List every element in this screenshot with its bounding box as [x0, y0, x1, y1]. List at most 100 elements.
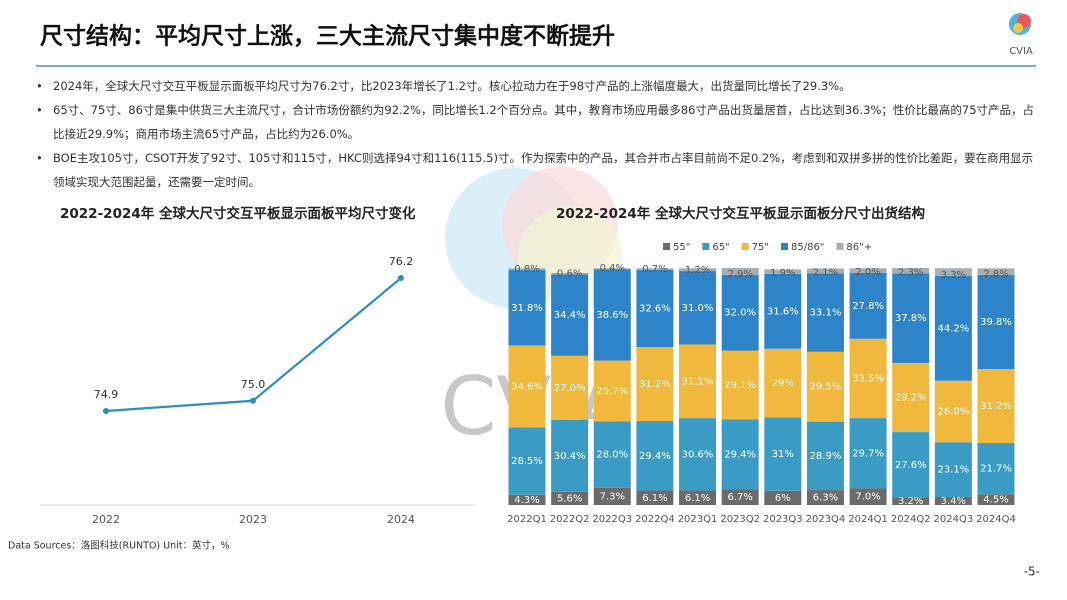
data-label: 32.6% [639, 303, 671, 314]
bar-segment [593, 360, 631, 422]
bullet: BOE主攻105寸，CSOT开发了92寸、105寸和115寸，HKC则选择94寸… [36, 146, 1036, 194]
bullet: 65寸、75寸、86寸是集中供货三大主流尺寸，合计市场份额约为92.2%，同比增… [36, 98, 1036, 146]
data-label: 7.0% [855, 492, 880, 503]
legend-label: 85/86" [791, 242, 824, 253]
data-label: 2.9% [727, 269, 752, 280]
data-label: 29.2% [895, 393, 927, 404]
data-label: 29% [772, 378, 794, 389]
data-label: 29.4% [639, 451, 671, 462]
bar-segment [977, 369, 1015, 443]
data-label: 2.8% [983, 269, 1008, 280]
data-label: 76.2 [389, 255, 414, 268]
data-label: 34.6% [511, 381, 543, 392]
data-label: 7.3% [600, 491, 625, 502]
data-label: 2.3% [898, 267, 923, 278]
data-label: 1.2% [685, 265, 710, 276]
bar-segment [806, 421, 844, 491]
data-label: 30.4% [554, 451, 586, 462]
bar-segment [508, 345, 546, 428]
bar-segment [636, 347, 674, 421]
x-tick-label: 2022Q4 [635, 514, 675, 525]
data-label: 27.6% [895, 460, 927, 471]
data-label: 37.8% [895, 313, 927, 324]
data-label: 0.4% [600, 263, 625, 274]
legend-swatch [836, 243, 844, 250]
bar-segment [849, 272, 887, 339]
data-label: 21.7% [980, 464, 1012, 475]
bar-segment [977, 442, 1015, 495]
bar-segment [934, 442, 972, 497]
data-label: 25.7% [596, 386, 628, 397]
slide-title: 尺寸结构：平均尺寸上涨，三大主流尺寸集中度不断提升 [40, 23, 615, 50]
bar-segment [636, 420, 674, 491]
bar-segment [806, 273, 844, 352]
bar-segment [977, 494, 1015, 505]
legend-swatch [702, 243, 710, 250]
legend-label: 86"+ [846, 242, 872, 253]
data-label: 44.2% [937, 323, 969, 334]
bar-segment [551, 272, 589, 275]
bar-segment [508, 268, 546, 271]
data-label: 6.1% [685, 493, 710, 504]
bar-segment [721, 268, 759, 275]
data-label: 29.5% [810, 382, 842, 393]
data-label: 23.1% [937, 465, 969, 476]
data-label: 0.7% [642, 264, 667, 275]
bar-segment [764, 417, 802, 491]
point [103, 408, 109, 414]
data-label: 3.2% [898, 496, 923, 507]
legend-label: 65" [712, 242, 729, 253]
logo-text: CVIA [1009, 46, 1033, 57]
x-tick-label: 2023Q3 [763, 514, 803, 525]
bar-segment [849, 338, 887, 419]
x-tick-label: 2024Q3 [934, 514, 974, 525]
bar-segment [679, 490, 717, 505]
bar-segment [636, 490, 674, 505]
data-label: 6.3% [813, 493, 838, 504]
data-label: 39.8% [980, 317, 1012, 328]
legend-label: 75" [752, 242, 769, 253]
legend-swatch [741, 243, 749, 250]
data-label: 1.9% [770, 268, 795, 279]
bullets: 2024年，全球大尺寸交互平板显示面板平均尺寸为76.2寸，比2023年增长了1… [36, 74, 1036, 194]
data-label: 2.0% [855, 267, 880, 278]
x-tick-label: 2022Q3 [592, 514, 632, 525]
point [250, 397, 256, 404]
bar-segment [551, 355, 589, 420]
bar-segment [508, 427, 546, 495]
data-label: 31.0% [682, 303, 714, 314]
data-label: 6% [775, 493, 791, 504]
data-label: 28.0% [596, 450, 628, 461]
bar-segment [892, 497, 930, 505]
bar-segment [679, 418, 717, 491]
legend-swatch [780, 243, 788, 250]
data-label: 0.8% [514, 264, 539, 275]
data-label: 29.7% [852, 448, 884, 459]
bar-segment [593, 421, 631, 488]
bar-segment [679, 271, 717, 345]
data-label: 3.3% [941, 270, 966, 281]
data-label: 30.6% [682, 449, 714, 460]
bar-segment [892, 273, 930, 363]
bar-segment [934, 496, 972, 505]
bar-segment [764, 269, 802, 274]
data-label: 3.4% [941, 496, 966, 507]
data-label: 33.5% [852, 373, 884, 384]
data-label: 27.0% [554, 383, 586, 394]
bar-segment [721, 350, 759, 420]
data-label: 27.8% [852, 301, 884, 312]
bar-segment [892, 268, 930, 274]
bar-segment [849, 268, 887, 273]
bar-segment [721, 489, 759, 505]
data-label: 6.7% [727, 492, 752, 503]
data-label: 31% [772, 449, 794, 460]
data-label: 6.1% [642, 493, 667, 504]
x-tick-label: 2024Q2 [891, 514, 931, 525]
data-label: 75.0 [241, 378, 266, 391]
bar-segment [977, 268, 1015, 275]
x-tick-label: 2024Q4 [976, 514, 1016, 525]
x-tick-label: 2022Q1 [507, 514, 547, 525]
source: Data Sources：洛图科技(RUNTO) Unit：英寸，% [8, 540, 230, 552]
data-label: 29.4% [724, 449, 756, 460]
